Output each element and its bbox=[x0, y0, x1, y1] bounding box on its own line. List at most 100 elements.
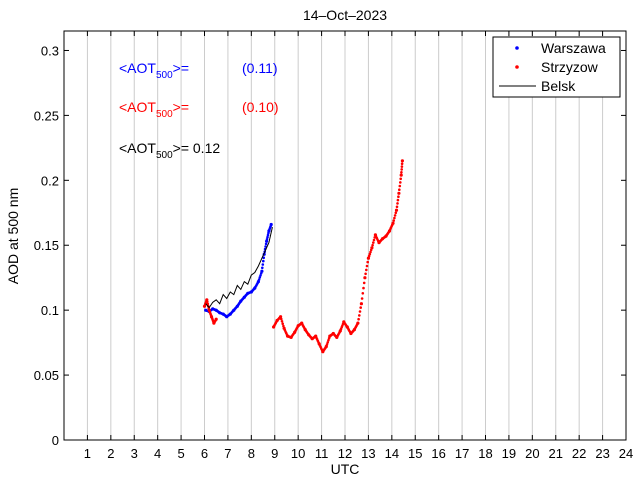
data-point bbox=[363, 276, 367, 280]
x-axis-label: UTC bbox=[331, 461, 360, 477]
data-point-fill bbox=[262, 256, 266, 260]
y-tick-label: 0.15 bbox=[34, 238, 59, 253]
data-point-fill bbox=[266, 235, 269, 239]
x-tick-label: 12 bbox=[338, 446, 352, 461]
data-point-fill bbox=[266, 233, 270, 237]
data-point-fill bbox=[265, 238, 269, 241]
x-tick-label: 7 bbox=[224, 446, 231, 461]
x-tick-label: 15 bbox=[408, 446, 422, 461]
aot-value: (0.11) bbox=[242, 60, 278, 76]
data-point-fill bbox=[365, 268, 368, 272]
data-point-fill bbox=[392, 219, 396, 222]
aot-label: <AOT500>= bbox=[119, 60, 189, 81]
data-point-fill bbox=[257, 278, 261, 281]
x-tick-label: 9 bbox=[271, 446, 278, 461]
data-point-fill bbox=[261, 263, 265, 266]
data-point-fill bbox=[364, 272, 367, 276]
data-point-fill bbox=[360, 297, 364, 300]
aot-annotation: <AOT500>= 0.12 bbox=[119, 140, 220, 161]
data-point-fill bbox=[258, 276, 262, 279]
data-point-fill bbox=[366, 260, 370, 264]
data-point bbox=[400, 159, 404, 163]
data-point-fill bbox=[362, 281, 366, 285]
legend-dot-marker bbox=[515, 65, 519, 69]
data-point-fill bbox=[358, 314, 361, 317]
data-point-fill bbox=[262, 259, 265, 263]
data-point bbox=[359, 302, 363, 306]
x-tick-label: 24 bbox=[619, 446, 633, 461]
data-point-fill bbox=[400, 165, 404, 168]
x-tick-label: 17 bbox=[455, 446, 469, 461]
chart-title: 14–Oct–2023 bbox=[303, 7, 387, 23]
data-point-fill bbox=[394, 211, 398, 215]
data-point bbox=[279, 315, 283, 319]
data-point-fill bbox=[259, 274, 262, 277]
y-tick-label: 0.25 bbox=[34, 108, 59, 123]
aot-value: (0.10) bbox=[242, 99, 279, 115]
data-point bbox=[324, 344, 328, 349]
belsk-line bbox=[205, 226, 273, 309]
legend-label: Belsk bbox=[541, 78, 576, 94]
data-point-fill bbox=[395, 205, 399, 209]
x-tick-label: 19 bbox=[502, 446, 516, 461]
x-tick-label: 16 bbox=[431, 446, 445, 461]
x-tick-label: 23 bbox=[595, 446, 609, 461]
x-tick-label: 4 bbox=[154, 446, 161, 461]
x-tick-label: 3 bbox=[131, 446, 138, 461]
series-belsk bbox=[205, 226, 273, 309]
data-point-fill bbox=[396, 198, 400, 202]
data-point-fill bbox=[327, 339, 330, 342]
data-point bbox=[397, 191, 401, 195]
data-point-fill bbox=[358, 310, 362, 313]
data-point-fill bbox=[396, 202, 399, 205]
data-point-fill bbox=[368, 252, 372, 256]
aot-label: <AOT500>= 0.12 bbox=[119, 140, 220, 161]
data-point-fill bbox=[357, 317, 360, 321]
x-tick-label: 8 bbox=[248, 446, 255, 461]
x-tick-label: 20 bbox=[525, 446, 539, 461]
data-point bbox=[269, 222, 273, 227]
x-tick-label: 18 bbox=[478, 446, 492, 461]
y-tick-label: 0.05 bbox=[34, 368, 59, 383]
x-tick-label: 21 bbox=[549, 446, 563, 461]
data-point-fill bbox=[282, 324, 285, 328]
data-point-fill bbox=[206, 300, 209, 304]
data-point-fill bbox=[400, 171, 403, 174]
data-point bbox=[214, 317, 218, 321]
data-point-fill bbox=[400, 162, 404, 165]
data-point-fill bbox=[400, 168, 404, 171]
axis-ticks bbox=[64, 31, 627, 441]
data-point bbox=[394, 208, 399, 212]
data-point-fill bbox=[326, 341, 330, 344]
y-axis-label: AOD at 500 nm bbox=[5, 188, 21, 285]
aot-annotation: <AOT500>= (0.10) bbox=[119, 99, 279, 120]
y-tick-label: 0.2 bbox=[41, 173, 59, 188]
legend: Warszawa Strzyzow Belsk bbox=[492, 36, 621, 98]
data-point-fill bbox=[361, 292, 365, 295]
series-layer bbox=[202, 159, 404, 354]
data-point-fill bbox=[359, 306, 363, 309]
aot-label: <AOT500>= bbox=[119, 99, 189, 120]
data-point-fill bbox=[264, 242, 268, 246]
data-point-fill bbox=[280, 320, 284, 323]
x-tick-label: 1 bbox=[84, 446, 91, 461]
series-warszawa bbox=[204, 222, 273, 319]
y-tick-label: 0.3 bbox=[41, 43, 59, 58]
data-point-fill bbox=[206, 302, 210, 306]
data-point-fill bbox=[362, 286, 365, 290]
data-point-fill bbox=[393, 216, 396, 220]
series-strzyzow bbox=[202, 159, 404, 354]
x-tick-label: 2 bbox=[107, 446, 114, 461]
data-point-fill bbox=[280, 317, 283, 321]
data-point bbox=[260, 269, 264, 273]
data-point-fill bbox=[397, 195, 400, 198]
data-point bbox=[391, 221, 395, 225]
legend-dot-marker bbox=[515, 46, 519, 50]
grid-lines bbox=[86, 31, 604, 440]
data-point-fill bbox=[398, 184, 402, 188]
data-point-fill bbox=[325, 343, 329, 346]
aot-annotations: <AOT500>= (0.11) <AOT500>= (0.10) <AOT500>= … bbox=[119, 60, 279, 161]
legend-label: Strzyzow bbox=[541, 59, 599, 75]
